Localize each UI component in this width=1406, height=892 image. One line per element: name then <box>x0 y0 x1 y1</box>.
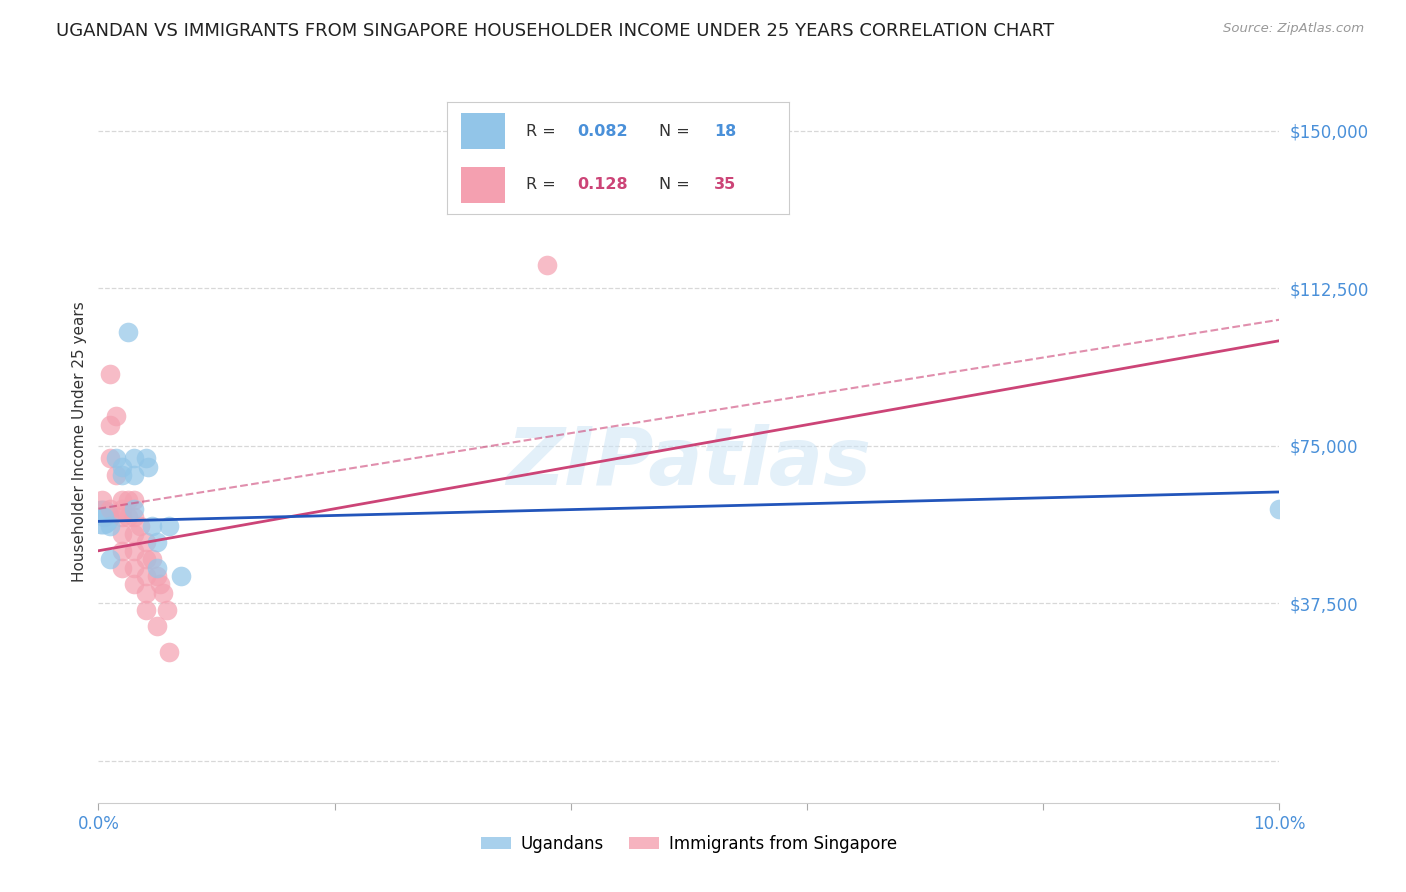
Point <box>141 518 163 533</box>
Point <box>135 586 157 600</box>
Point <box>157 518 180 533</box>
Point <box>122 468 145 483</box>
Point <box>111 468 134 483</box>
Point <box>105 451 128 466</box>
Point <box>93 510 115 524</box>
Point <box>122 577 145 591</box>
Point <box>156 602 179 616</box>
Point <box>111 527 134 541</box>
Point <box>122 543 145 558</box>
Point <box>98 368 121 382</box>
Point <box>91 493 114 508</box>
Point <box>135 451 157 466</box>
Point <box>135 552 157 566</box>
Point <box>111 459 134 474</box>
Point <box>149 577 172 591</box>
Point <box>111 493 134 508</box>
Point <box>135 569 157 583</box>
Point <box>117 326 139 340</box>
Point <box>105 409 128 424</box>
Point <box>122 493 145 508</box>
Point <box>135 535 157 549</box>
Point <box>146 560 169 574</box>
Point <box>136 459 159 474</box>
Text: ZIPatlas: ZIPatlas <box>506 425 872 502</box>
Point <box>170 569 193 583</box>
Point <box>98 451 121 466</box>
Point <box>135 602 157 616</box>
Point <box>117 493 139 508</box>
Point <box>146 569 169 583</box>
Point <box>111 501 134 516</box>
Text: Source: ZipAtlas.com: Source: ZipAtlas.com <box>1223 22 1364 36</box>
Point <box>98 518 121 533</box>
Point <box>122 560 145 574</box>
Point <box>111 543 134 558</box>
Point <box>98 417 121 432</box>
Legend: Ugandans, Immigrants from Singapore: Ugandans, Immigrants from Singapore <box>474 828 904 860</box>
Point <box>146 619 169 633</box>
Y-axis label: Householder Income Under 25 years: Householder Income Under 25 years <box>72 301 87 582</box>
Point <box>98 552 121 566</box>
Point <box>98 501 121 516</box>
Point <box>122 501 145 516</box>
Point <box>122 510 145 524</box>
Point <box>1268 501 1291 516</box>
Point <box>536 258 558 272</box>
Point <box>117 510 139 524</box>
Point <box>111 560 134 574</box>
Point <box>111 510 134 524</box>
Point <box>157 644 180 658</box>
Point <box>105 468 128 483</box>
Text: UGANDAN VS IMMIGRANTS FROM SINGAPORE HOUSEHOLDER INCOME UNDER 25 YEARS CORRELATI: UGANDAN VS IMMIGRANTS FROM SINGAPORE HOU… <box>56 22 1054 40</box>
Point <box>91 510 114 524</box>
Point <box>141 552 163 566</box>
Point <box>122 451 145 466</box>
Point <box>146 535 169 549</box>
Point <box>122 527 145 541</box>
Point <box>152 586 174 600</box>
Point <box>128 518 150 533</box>
